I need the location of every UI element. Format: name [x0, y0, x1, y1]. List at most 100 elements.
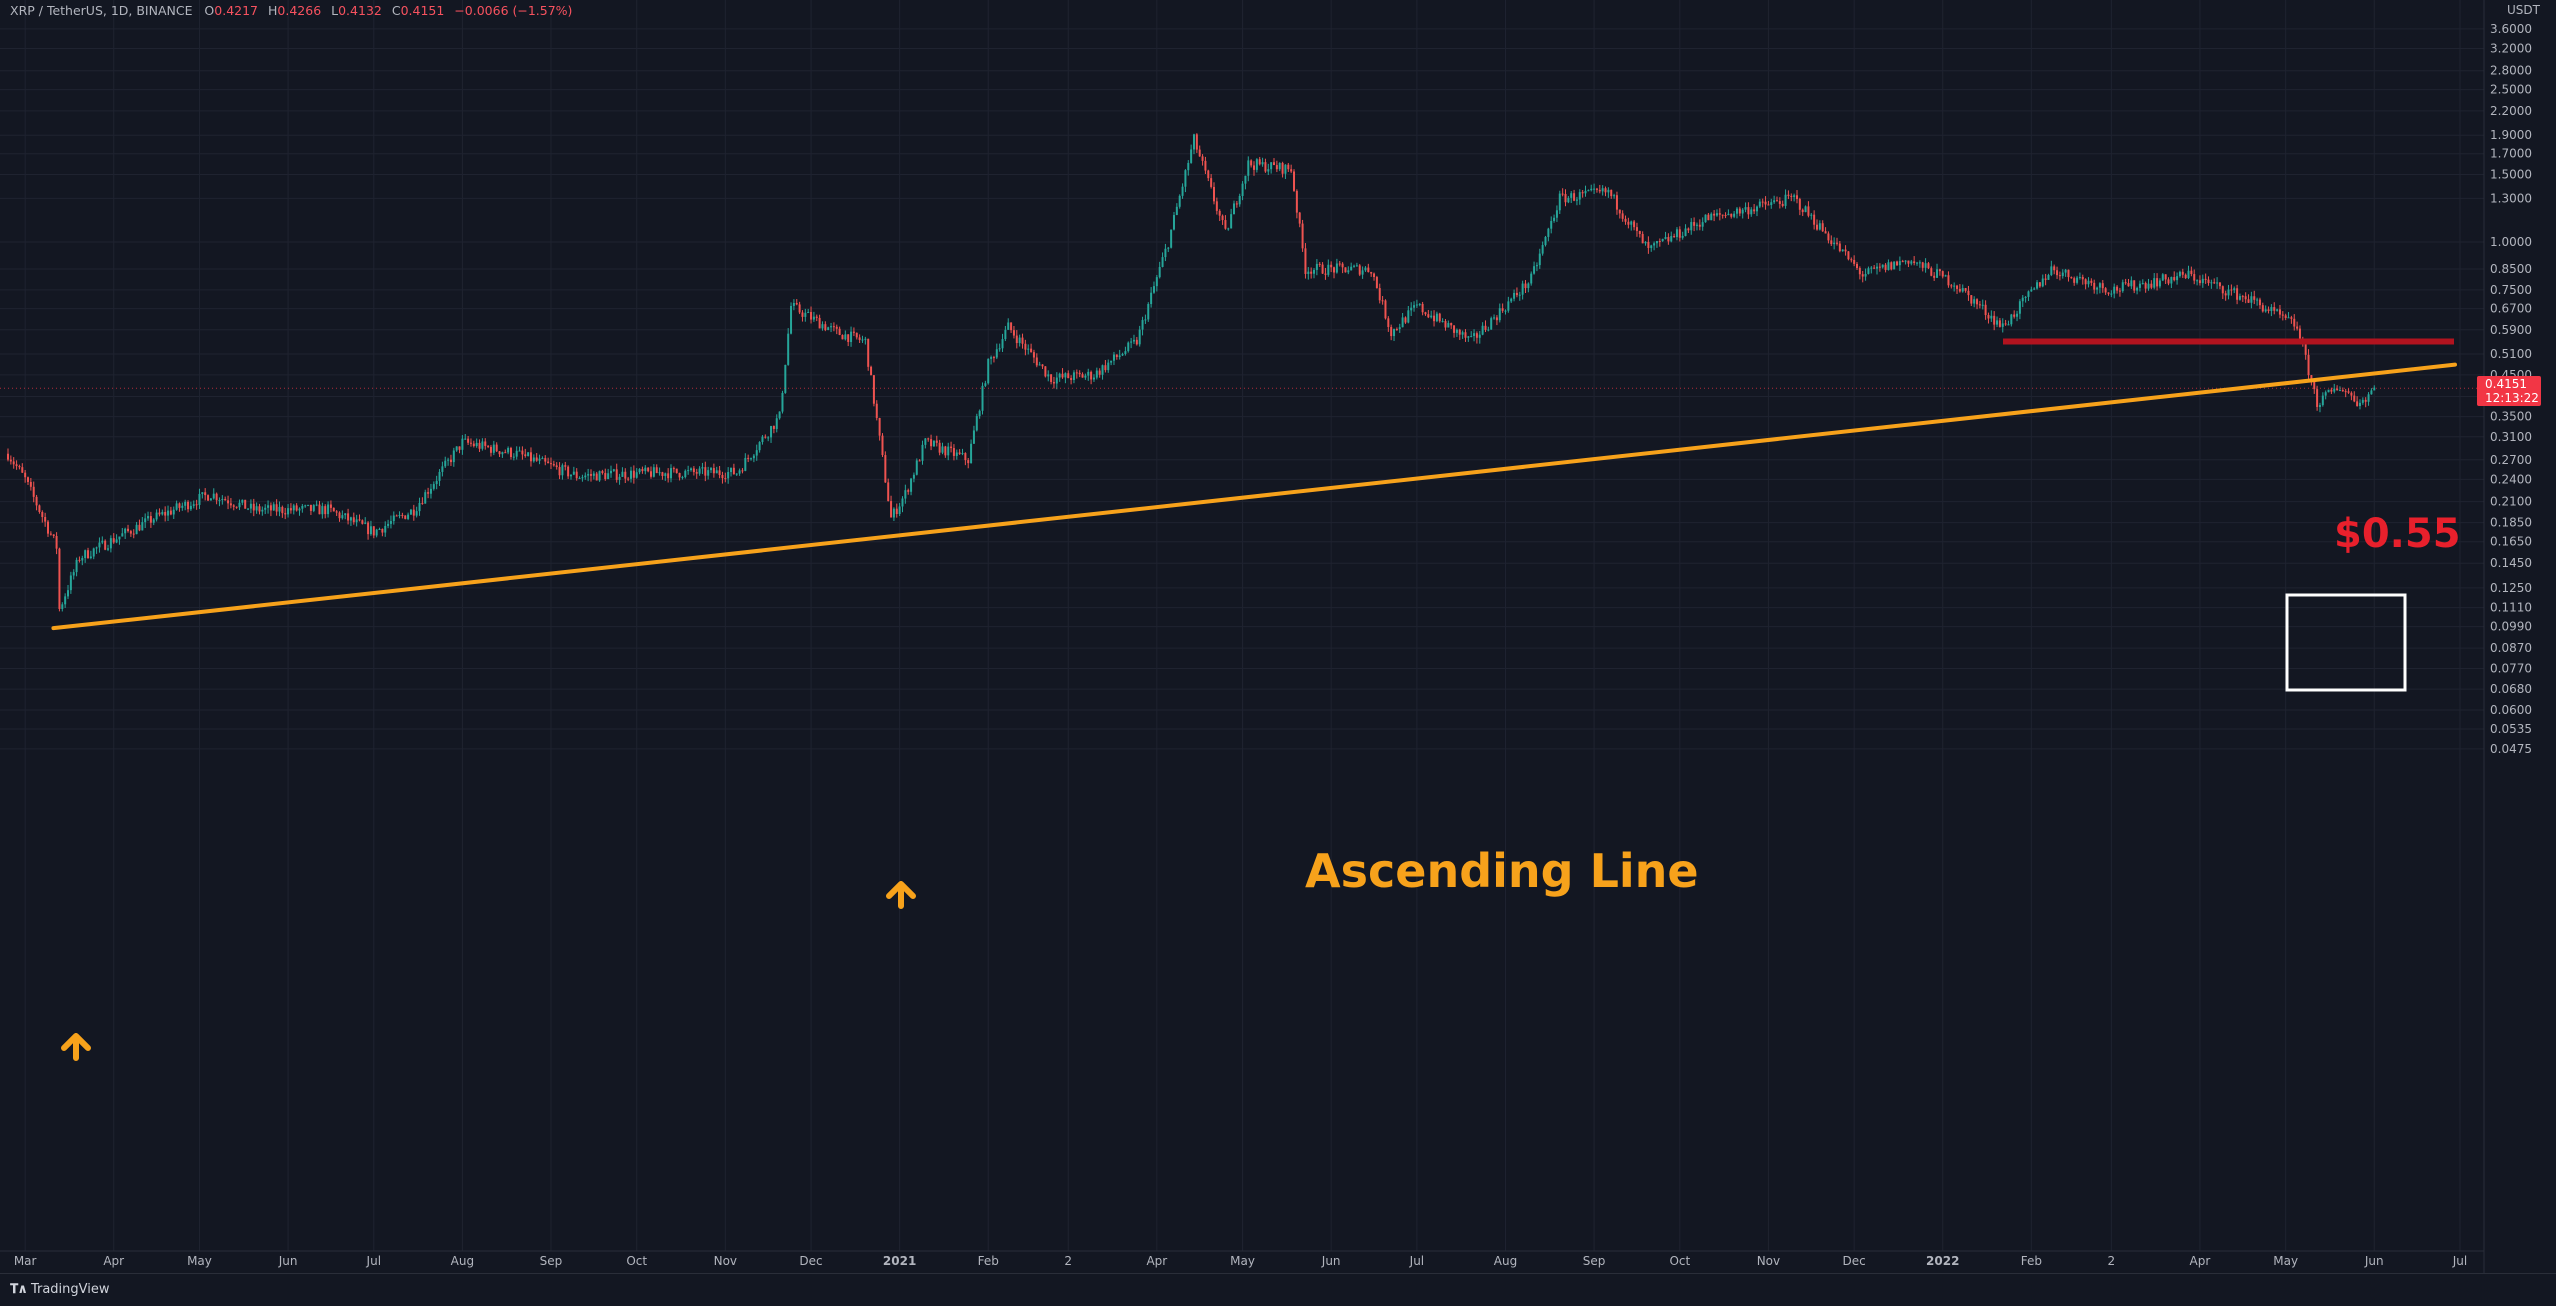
candle-body: [1884, 264, 1887, 270]
candle-body: [52, 534, 55, 536]
candle-body: [9, 459, 12, 462]
candle-body: [475, 442, 478, 447]
highlight-box[interactable]: [2285, 593, 2407, 692]
candle-body: [1784, 194, 1787, 206]
up-arrow-icon: [886, 881, 916, 909]
candle-body: [955, 452, 958, 456]
candle-body: [412, 509, 415, 516]
ascending-trendline[interactable]: [51, 362, 2457, 631]
candle-body: [1064, 373, 1067, 378]
time-tick-label: Nov: [714, 1254, 737, 1268]
candle-body: [1424, 312, 1427, 315]
candle-body: [1444, 321, 1447, 328]
candle-body: [890, 501, 893, 518]
candle-body: [1647, 241, 1650, 249]
candle-body: [1990, 315, 1993, 319]
candles: [7, 133, 2376, 612]
candle-body: [855, 332, 858, 338]
candle-body: [958, 452, 961, 454]
candle-body: [815, 316, 818, 318]
candle-body: [1735, 208, 1738, 214]
candle-body: [1124, 351, 1127, 354]
candle-body: [558, 467, 561, 476]
candle-body: [298, 508, 301, 511]
candle-body: [998, 348, 1001, 350]
candle-body: [595, 473, 598, 481]
candle-body: [1084, 375, 1087, 378]
candle-body: [464, 438, 467, 440]
candle-body: [1927, 263, 1930, 269]
candle-body: [255, 506, 258, 511]
tradingview-brand[interactable]: 𝐓∧ TradingView: [10, 1282, 109, 1297]
candle-body: [544, 458, 547, 462]
price-axis[interactable]: 3.6000 3.2000 2.8000 2.5000 2.2000 1.9000 1.70…: [2483, 0, 2532, 1273]
candle-body: [881, 435, 884, 456]
candle-body: [161, 511, 164, 515]
candle-body: [95, 547, 98, 549]
candle-body: [2064, 269, 2067, 273]
candle-body: [2050, 266, 2053, 276]
candle-body: [695, 472, 698, 474]
candle-body: [1715, 213, 1718, 216]
candle-body: [838, 328, 841, 335]
candle-body: [604, 473, 607, 480]
candle-body: [1984, 304, 1987, 316]
candle-body: [1218, 210, 1221, 216]
candle-body: [2170, 277, 2173, 284]
candle-body: [384, 525, 387, 533]
candle-body: [927, 438, 930, 440]
candle-body: [978, 410, 981, 417]
candle-body: [1876, 266, 1879, 269]
candle-body: [2007, 324, 2010, 326]
candle-body: [518, 450, 521, 452]
candle-body: [690, 468, 693, 471]
candle-body: [964, 453, 967, 461]
candle-body: [895, 508, 898, 514]
candle-body: [1355, 265, 1358, 267]
candle-body: [2156, 278, 2159, 287]
candle-body: [1564, 193, 1567, 203]
candle-body: [2218, 282, 2221, 287]
candle-body: [309, 504, 312, 511]
candle-body: [790, 305, 793, 334]
candle-body: [987, 358, 990, 384]
time-tick-label: Jul: [1409, 1254, 1424, 1268]
candle-body: [1487, 329, 1490, 331]
candle-body: [172, 509, 175, 515]
candle-body: [2021, 297, 2024, 302]
candle-body: [615, 469, 618, 480]
candle-body: [1195, 134, 1198, 150]
candle-body: [1407, 310, 1410, 323]
candle-body: [1550, 220, 1553, 229]
candle-body: [710, 468, 713, 471]
time-tick-label: May: [2273, 1254, 2298, 1268]
candle-body: [1658, 241, 1661, 243]
candle-body: [401, 515, 404, 517]
candle-body: [1835, 242, 1838, 244]
candle-body: [1973, 299, 1976, 304]
candle-body: [1278, 162, 1281, 170]
candle-body: [532, 457, 535, 462]
candle-body: [1681, 235, 1684, 238]
candle-body: [1578, 192, 1581, 200]
drawings: $0.55 Ascending Line: [0, 338, 2484, 1061]
candle-body: [189, 505, 192, 510]
candle-body: [1418, 303, 1421, 305]
time-axis[interactable]: Mar Apr May Jun Jul Aug Sep Oct Nov Dec 2021 Feb 2 Ap…: [0, 1250, 2484, 1268]
candle-body: [684, 470, 687, 478]
candle-body: [2201, 278, 2204, 284]
candle-body: [1521, 283, 1524, 295]
candle-body: [1924, 263, 1927, 268]
candle-body: [1644, 241, 1647, 244]
candle-body: [804, 312, 807, 317]
price-tick-label: 0.2700: [2490, 453, 2532, 467]
candle-body: [1758, 201, 1761, 207]
candle-body: [707, 470, 710, 476]
candle-body: [29, 481, 32, 487]
candle-body: [1370, 272, 1373, 274]
candle-body: [1027, 348, 1030, 350]
candle-body: [1081, 374, 1084, 378]
symbol-title[interactable]: XRP / TetherUS, 1D, BINANCE: [10, 3, 193, 18]
candle-body: [758, 442, 761, 451]
